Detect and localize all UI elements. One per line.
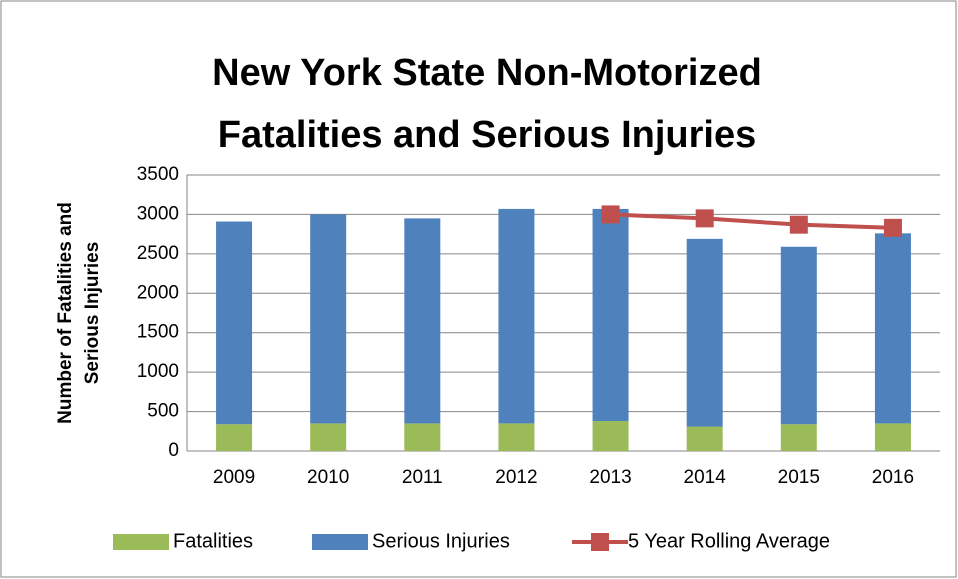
line-marker (601, 205, 620, 224)
legend-swatch (113, 534, 169, 550)
x-tick-label: 2010 (307, 467, 349, 488)
bar (592, 421, 629, 451)
bar (592, 208, 629, 422)
legend-label: 5 Year Rolling Average (628, 530, 830, 552)
line (610, 212, 894, 230)
legend-label: Fatalities (173, 530, 253, 552)
x-tick-label: 2014 (684, 467, 727, 488)
bar (780, 246, 817, 425)
bar (498, 423, 535, 451)
y-tick-label: 0 (168, 440, 179, 461)
y-axis-title: Serious Injuries (82, 242, 103, 385)
x-tick-label: 2009 (213, 467, 255, 488)
bar (874, 423, 911, 451)
bar (686, 426, 723, 451)
bar (216, 221, 253, 425)
y-tick-label: 2500 (137, 243, 179, 264)
bar (498, 208, 535, 424)
legend-swatch (312, 534, 368, 550)
line-marker (789, 215, 808, 234)
x-tick-label: 2011 (402, 467, 443, 488)
bar (310, 423, 347, 451)
y-tick-label: 2000 (137, 282, 179, 303)
bar (404, 423, 441, 451)
y-axis-title: Number of Fatalities and (55, 202, 76, 424)
y-tick-label: 3000 (137, 203, 179, 224)
x-tick-label: 2013 (589, 467, 631, 488)
bar (216, 424, 253, 451)
legend-swatch (591, 533, 609, 551)
x-tick-label: 2015 (778, 467, 820, 488)
line-marker (695, 209, 714, 228)
chart-title: New York State Non-Motorized (212, 52, 762, 94)
legend-label: Serious Injuries (372, 530, 510, 552)
bar (310, 214, 347, 424)
y-tick-label: 1000 (137, 361, 179, 382)
y-tick-label: 3500 (137, 164, 179, 185)
bar (686, 238, 723, 427)
bar (404, 218, 441, 424)
chart-title: Fatalities and Serious Injuries (218, 114, 757, 156)
y-tick-label: 1500 (137, 322, 179, 343)
bar (874, 233, 911, 424)
x-tick-label: 2016 (872, 467, 914, 488)
line-marker (883, 218, 902, 237)
x-tick-label: 2012 (495, 467, 537, 488)
y-tick-label: 500 (147, 401, 179, 422)
bar (780, 424, 817, 451)
